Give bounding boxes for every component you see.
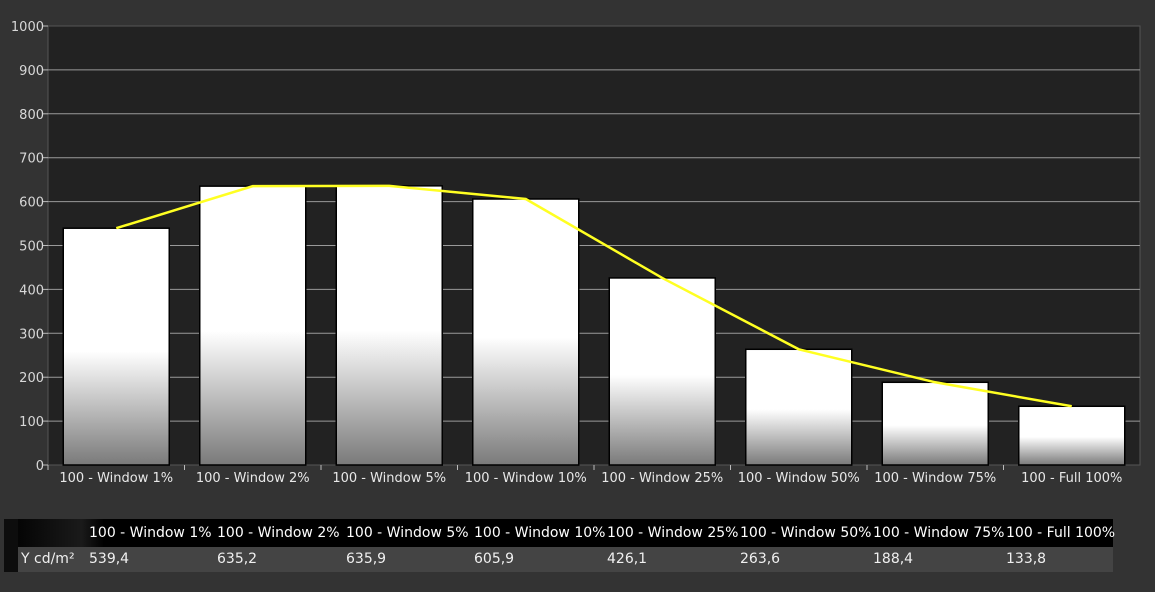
table-cell: 263,6 bbox=[740, 551, 781, 567]
table-cell: 133,8 bbox=[1006, 551, 1047, 567]
bar bbox=[608, 277, 716, 466]
bar bbox=[199, 185, 307, 466]
table-header-cell: 100 - Window 50% bbox=[740, 525, 872, 541]
y-tick-label: 300 bbox=[19, 327, 44, 342]
data-row-marker bbox=[4, 547, 18, 572]
table-data-row: Y cd/m² 539,4 635,2 635,9 605,9 426,1 26… bbox=[4, 547, 1113, 572]
table-cell: 188,4 bbox=[873, 551, 914, 567]
y-axis-ticks: 0 100 200 300 400 500 600 700 800 900 1000 bbox=[11, 20, 48, 474]
bar bbox=[472, 198, 580, 466]
table-cell: 605,9 bbox=[474, 551, 515, 567]
bar bbox=[335, 185, 443, 466]
header-row-marker bbox=[4, 519, 18, 547]
x-tick-label: 100 - Full 100% bbox=[1021, 471, 1122, 486]
x-tick-label: 100 - Window 50% bbox=[738, 471, 860, 486]
table-cell: 635,2 bbox=[217, 551, 258, 567]
row-label: Y cd/m² bbox=[21, 551, 75, 567]
x-tick-label: 100 - Window 1% bbox=[59, 471, 173, 486]
y-tick-label: 800 bbox=[19, 108, 44, 123]
table-header-cell: 100 - Window 75% bbox=[873, 525, 1005, 541]
bar bbox=[745, 348, 853, 466]
y-tick-label: 500 bbox=[19, 240, 44, 255]
table-cell: 539,4 bbox=[89, 551, 130, 567]
bar bbox=[881, 381, 989, 466]
x-tick-label: 100 - Window 10% bbox=[465, 471, 587, 486]
bar bbox=[1018, 405, 1126, 466]
table-header-cell: 100 - Window 2% bbox=[217, 525, 340, 541]
table-header-row: 100 - Window 1% 100 - Window 2% 100 - Wi… bbox=[4, 519, 1116, 547]
table-header-cell: 100 - Window 5% bbox=[346, 525, 469, 541]
y-tick-label: 100 bbox=[19, 415, 44, 430]
bars bbox=[62, 185, 1126, 466]
table-cell: 635,9 bbox=[346, 551, 387, 567]
y-tick-label: 600 bbox=[19, 196, 44, 211]
y-tick-label: 0 bbox=[36, 459, 44, 474]
luminance-bar-chart: 0 100 200 300 400 500 600 700 800 900 1000 100 - W… bbox=[11, 20, 1141, 486]
table-cell: 426,1 bbox=[607, 551, 648, 567]
y-tick-label: 400 bbox=[19, 283, 44, 298]
bar bbox=[62, 227, 170, 466]
x-tick-label: 100 - Window 75% bbox=[874, 471, 996, 486]
measurement-table: 100 - Window 1% 100 - Window 2% 100 - Wi… bbox=[4, 519, 1116, 572]
table-header-cell: 100 - Full 100% bbox=[1006, 525, 1116, 541]
x-axis-labels: 100 - Window 1% 100 - Window 2% 100 - Wind… bbox=[47, 465, 1122, 486]
table-header-cell: 100 - Window 10% bbox=[474, 525, 606, 541]
y-tick-label: 900 bbox=[19, 64, 44, 79]
table-header-cell: 100 - Window 25% bbox=[607, 525, 739, 541]
table-header-cell: 100 - Window 1% bbox=[89, 525, 212, 541]
x-tick-label: 100 - Window 5% bbox=[332, 471, 446, 486]
x-tick-label: 100 - Window 25% bbox=[601, 471, 723, 486]
luminance-trend-line bbox=[115, 184, 1072, 408]
y-tick-label: 1000 bbox=[11, 20, 44, 35]
y-tick-label: 700 bbox=[19, 152, 44, 167]
y-tick-label: 200 bbox=[19, 371, 44, 386]
x-tick-label: 100 - Window 2% bbox=[196, 471, 310, 486]
